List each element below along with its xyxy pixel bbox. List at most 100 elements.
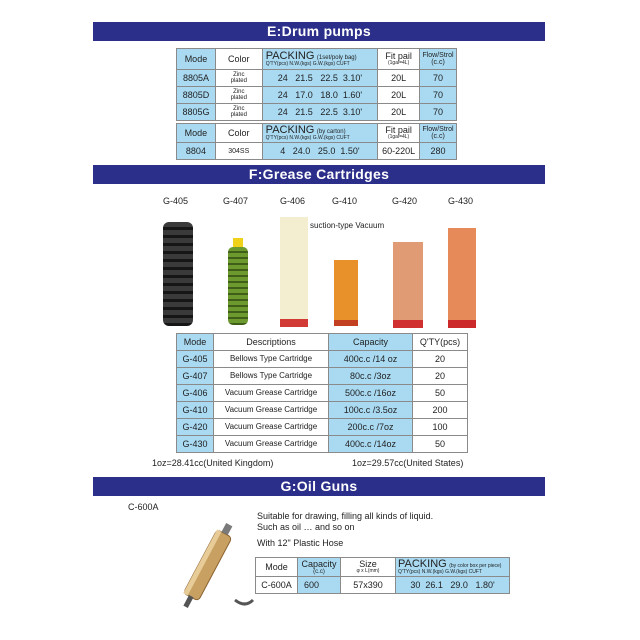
header-capacity: Capacity [328,333,413,351]
cell-description: Vacuum Grease Cartridge [213,401,329,419]
cell-qty: 50 [412,384,468,402]
cell-packing: 24 21.5 22.5 3.10' [261,103,379,121]
header-qty: Q'TY(pcs) [412,333,468,351]
table-row: 8805A Zinc plated 24 21.5 22.5 3.10' 20L 70 [176,69,457,87]
header-mode: Mode [176,48,216,70]
cell-packing: 24 17.0 18.0 1.60' [261,86,379,104]
label-g405: G-405 [163,196,189,206]
cell-mode: C-600A [255,576,298,594]
header-mode: Mode [176,123,216,143]
header-color: Color [214,123,263,143]
table-row: C-600A 600 57x390 30 26.1 29.0 1.80' [255,576,510,594]
label-g410: G-410 [332,196,358,206]
label-g407: G-407 [223,196,249,206]
cartridge-g407-image [233,238,243,247]
table-row: G-405 Bellows Type Cartridge 400c.c /14 oz… [176,350,468,368]
cell-size: 57x390 [340,576,396,594]
note-us: 1oz=29.57cc(United States) [352,458,464,468]
header-mode: Mode [255,557,298,577]
cell-flow: 70 [419,69,457,87]
cell-mode: G-430 [176,435,214,453]
cell-capacity: 400c.c /14oz [328,435,413,453]
oil-gun-model-label: C-600A [128,502,159,512]
cell-packing: 24 21.5 22.5 3.10' [261,69,379,87]
cell-color: Zinc plated [214,69,263,87]
cell-flow: 70 [419,86,457,104]
cell-mode: G-410 [176,401,214,419]
oil-desc-1: Suitable for drawing, filling all kinds … [257,511,434,521]
table-row: G-406 Vacuum Grease Cartridge 500c.c /16oz… [176,384,468,402]
section-banner-grease-cartridges: F:Grease Cartridges [93,165,545,184]
cell-mode: 8804 [176,142,216,160]
cell-fit: 60-220L [377,142,421,160]
cell-fit: 20L [377,69,421,87]
cell-qty: 20 [412,367,468,385]
oil-gun-image [183,523,255,608]
cell-capacity: 600 [297,576,341,594]
header-packing: PACKING (by carton) Q'TY(pcs) N.W.(kgs) G… [261,123,379,143]
cell-qty: 200 [412,401,468,419]
cartridge-g406-image [280,217,308,327]
table-row: G-420 Vacuum Grease Cartridge 200c.c /7oz 1… [176,418,468,436]
cell-description: Bellows Type Cartridge [213,367,329,385]
cell-description: Vacuum Grease Cartridge [213,435,329,453]
suction-note: suction-type Vacuum [310,221,385,230]
cell-capacity: 200c.c /7oz [328,418,413,436]
cell-qty: 20 [412,350,468,368]
oil-desc-2: Such as oil … and so on [257,522,355,532]
cell-mode: G-405 [176,350,214,368]
cartridge-g430-image [448,228,476,328]
header-capacity: Capacity (c.c) [297,557,341,577]
cartridge-g405-image [163,222,193,326]
table-row: G-407 Bellows Type Cartridge 80c.c /3oz 20 [176,367,468,385]
cell-mode: 8805D [176,86,216,104]
header-mode: Mode [176,333,214,351]
header-descriptions: Descriptions [213,333,329,351]
cell-mode: 8805G [176,103,216,121]
oil-gun-table: Mode Capacity (c.c) Size φ x L(mm) PACKING… [255,557,510,594]
cell-capacity: 100c.c /3.5oz [328,401,413,419]
cartridge-g407-body [228,247,248,325]
cell-capacity: 400c.c /14 oz [328,350,413,368]
cell-description: Bellows Type Cartridge [213,350,329,368]
table-row: G-410 Vacuum Grease Cartridge 100c.c /3.5o… [176,401,468,419]
drum-pump-carton-table: Mode Color PACKING (by carton) Q'TY(pcs) … [176,123,457,160]
oil-desc-3: With 12" Plastic Hose [257,538,344,548]
cell-capacity: 80c.c /3oz [328,367,413,385]
cell-flow: 70 [419,103,457,121]
header-packing: PACKING (1set/poly bag) Q'TY(pcs) N.W.(kg… [261,48,379,70]
cell-color: Zinc plated [214,86,263,104]
cartridge-g420-image [393,242,423,328]
cell-color: Zinc plated [214,103,263,121]
cell-packing: 4 24.0 25.0 1.50' [261,142,379,160]
label-g406: G-406 [280,196,306,206]
cell-fit: 20L [377,103,421,121]
cell-flow: 280 [419,142,457,160]
cartridge-g410-image [334,260,358,326]
cell-description: Vacuum Grease Cartridge [213,384,329,402]
cell-capacity: 500c.c /16oz [328,384,413,402]
grease-cartridge-table: Mode Descriptions Capacity Q'TY(pcs) G-405 B… [176,333,468,453]
label-g430: G-430 [448,196,474,206]
drum-pump-table: Mode Color PACKING (1set/poly bag) Q'TY(p… [176,48,457,121]
table-header-row: Mode Descriptions Capacity Q'TY(pcs) [176,333,468,351]
section-banner-drum-pumps: E:Drum pumps [93,22,545,41]
cell-mode: G-420 [176,418,214,436]
table-row: 8805D Zinc plated 24 17.0 18.0 1.60' 20L 70 [176,86,457,104]
header-packing: PACKING (by color box per piece) Q'TY(pcs… [395,557,510,577]
note-uk: 1oz=28.41cc(United Kingdom) [152,458,274,468]
header-fit-pail: Fit pail (1gal=4L) [377,123,421,143]
header-flow: Flow/Strol (c.c) [419,48,457,70]
header-flow: Flow/Strol (c.c) [419,123,457,143]
label-g420: G-420 [392,196,418,206]
cell-fit: 20L [377,86,421,104]
table-row: G-430 Vacuum Grease Cartridge 400c.c /14oz… [176,435,468,453]
table-row: 8804 304SS 4 24.0 25.0 1.50' 60-220L 280 [176,142,457,160]
cell-packing: 30 26.1 29.0 1.80' [395,576,510,594]
cell-description: Vacuum Grease Cartridge [213,418,329,436]
cell-qty: 50 [412,435,468,453]
header-color: Color [214,48,263,70]
header-size: Size φ x L(mm) [340,557,396,577]
cell-qty: 100 [412,418,468,436]
cell-color: 304SS [214,142,263,160]
